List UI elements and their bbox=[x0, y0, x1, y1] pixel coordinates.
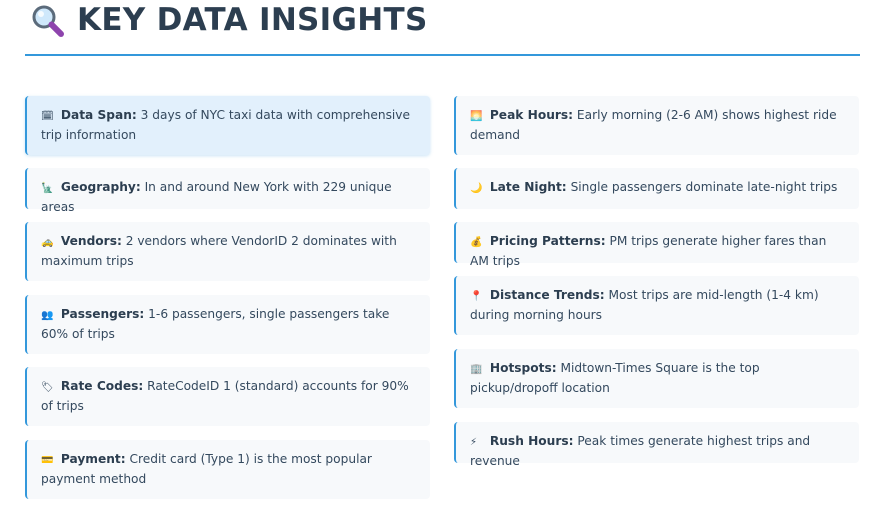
insight-text: Midtown-Times Square is the top pickup/d… bbox=[470, 361, 760, 395]
insight-label: Geography: bbox=[60, 180, 141, 194]
insight-label: Rate Codes: bbox=[60, 379, 144, 393]
insight-text: PM trips generate higher fares than AM t… bbox=[470, 234, 827, 268]
insight-text: Early morning (2-6 AM) shows highest rid… bbox=[470, 108, 837, 142]
insight-card-rate-codes: 🏷 Rate Codes: RateCodeID 1 (standard) ac… bbox=[25, 367, 430, 426]
insight-label: Vendors: bbox=[60, 234, 122, 248]
insight-label: Data Span: bbox=[60, 108, 137, 122]
insight-card-vendors: 🚕 Vendors: 2 vendors where VendorID 2 do… bbox=[25, 222, 430, 281]
credit-card-icon: 💳 bbox=[41, 455, 54, 466]
people-icon: 👥 bbox=[41, 310, 54, 321]
insight-label: Hotspots: bbox=[489, 361, 557, 375]
insight-card-hotspots: 🏢 Hotspots: Midtown-Times Square is the … bbox=[454, 349, 859, 408]
taxi-icon: 🚕 bbox=[41, 237, 54, 248]
page-header: KEY DATA INSIGHTS bbox=[25, 0, 860, 56]
insight-card-peak-hours: 🌅 Peak Hours: Early morning (2-6 AM) sho… bbox=[454, 96, 859, 155]
lightning-icon: ⚡ bbox=[470, 437, 478, 448]
pin-icon: 📍 bbox=[470, 291, 483, 302]
money-bag-icon: 💰 bbox=[470, 237, 483, 248]
insight-card-payment: 💳 Payment: Credit card (Type 1) is the m… bbox=[25, 440, 430, 499]
insight-card-pricing-patterns: 💰 Pricing Patterns: PM trips generate hi… bbox=[454, 222, 859, 268]
insight-label: Late Night: bbox=[489, 180, 567, 194]
moon-icon: 🌙 bbox=[470, 183, 483, 194]
insight-text: 3 days of NYC taxi data with comprehensi… bbox=[41, 108, 411, 142]
insight-label: Passengers: bbox=[60, 307, 145, 321]
insight-label: Pricing Patterns: bbox=[489, 234, 606, 248]
insight-text: Most trips are mid-length (1-4 km) durin… bbox=[470, 288, 819, 322]
insight-label: Peak Hours: bbox=[489, 108, 574, 122]
insight-card-distance-trends: 📍 Distance Trends: Most trips are mid-le… bbox=[454, 276, 859, 335]
insight-label: Distance Trends: bbox=[489, 288, 605, 302]
statue-of-liberty-icon: 🗽 bbox=[41, 183, 54, 194]
insight-label: Payment: bbox=[60, 452, 126, 466]
insight-text: 2 vendors where VendorID 2 dominates wit… bbox=[41, 234, 397, 268]
insight-text: Single passengers dominate late-night tr… bbox=[570, 180, 838, 194]
insight-text: 1-6 passengers, single passengers take 6… bbox=[41, 307, 390, 341]
insight-label: Rush Hours: bbox=[489, 434, 574, 448]
insight-text: Credit card (Type 1) is the most popular… bbox=[41, 452, 372, 486]
calendar-icon: 🗓 bbox=[41, 111, 54, 122]
insight-card-late-night: 🌙 Late Night: Single passengers dominate… bbox=[454, 168, 859, 209]
insight-card-geography: 🗽 Geography: In and around New York with… bbox=[25, 168, 430, 214]
tag-icon: 🏷 bbox=[41, 382, 54, 393]
insight-card-passengers: 👥 Passengers: 1-6 passengers, single pas… bbox=[25, 295, 430, 354]
page-title: KEY DATA INSIGHTS bbox=[77, 2, 428, 38]
sunrise-icon: 🌅 bbox=[470, 111, 483, 122]
insight-text: In and around New York with 229 unique a… bbox=[41, 180, 392, 214]
insight-card-rush-hours: ⚡ Rush Hours: Peak times generate highes… bbox=[454, 422, 859, 468]
building-icon: 🏢 bbox=[470, 364, 483, 375]
insight-text: Peak times generate highest trips and re… bbox=[470, 434, 811, 468]
magnifier-icon bbox=[32, 5, 64, 37]
insight-text: RateCodeID 1 (standard) accounts for 90%… bbox=[41, 379, 409, 413]
insight-card-data-span: 🗓 Data Span: 3 days of NYC taxi data wit… bbox=[25, 96, 430, 155]
